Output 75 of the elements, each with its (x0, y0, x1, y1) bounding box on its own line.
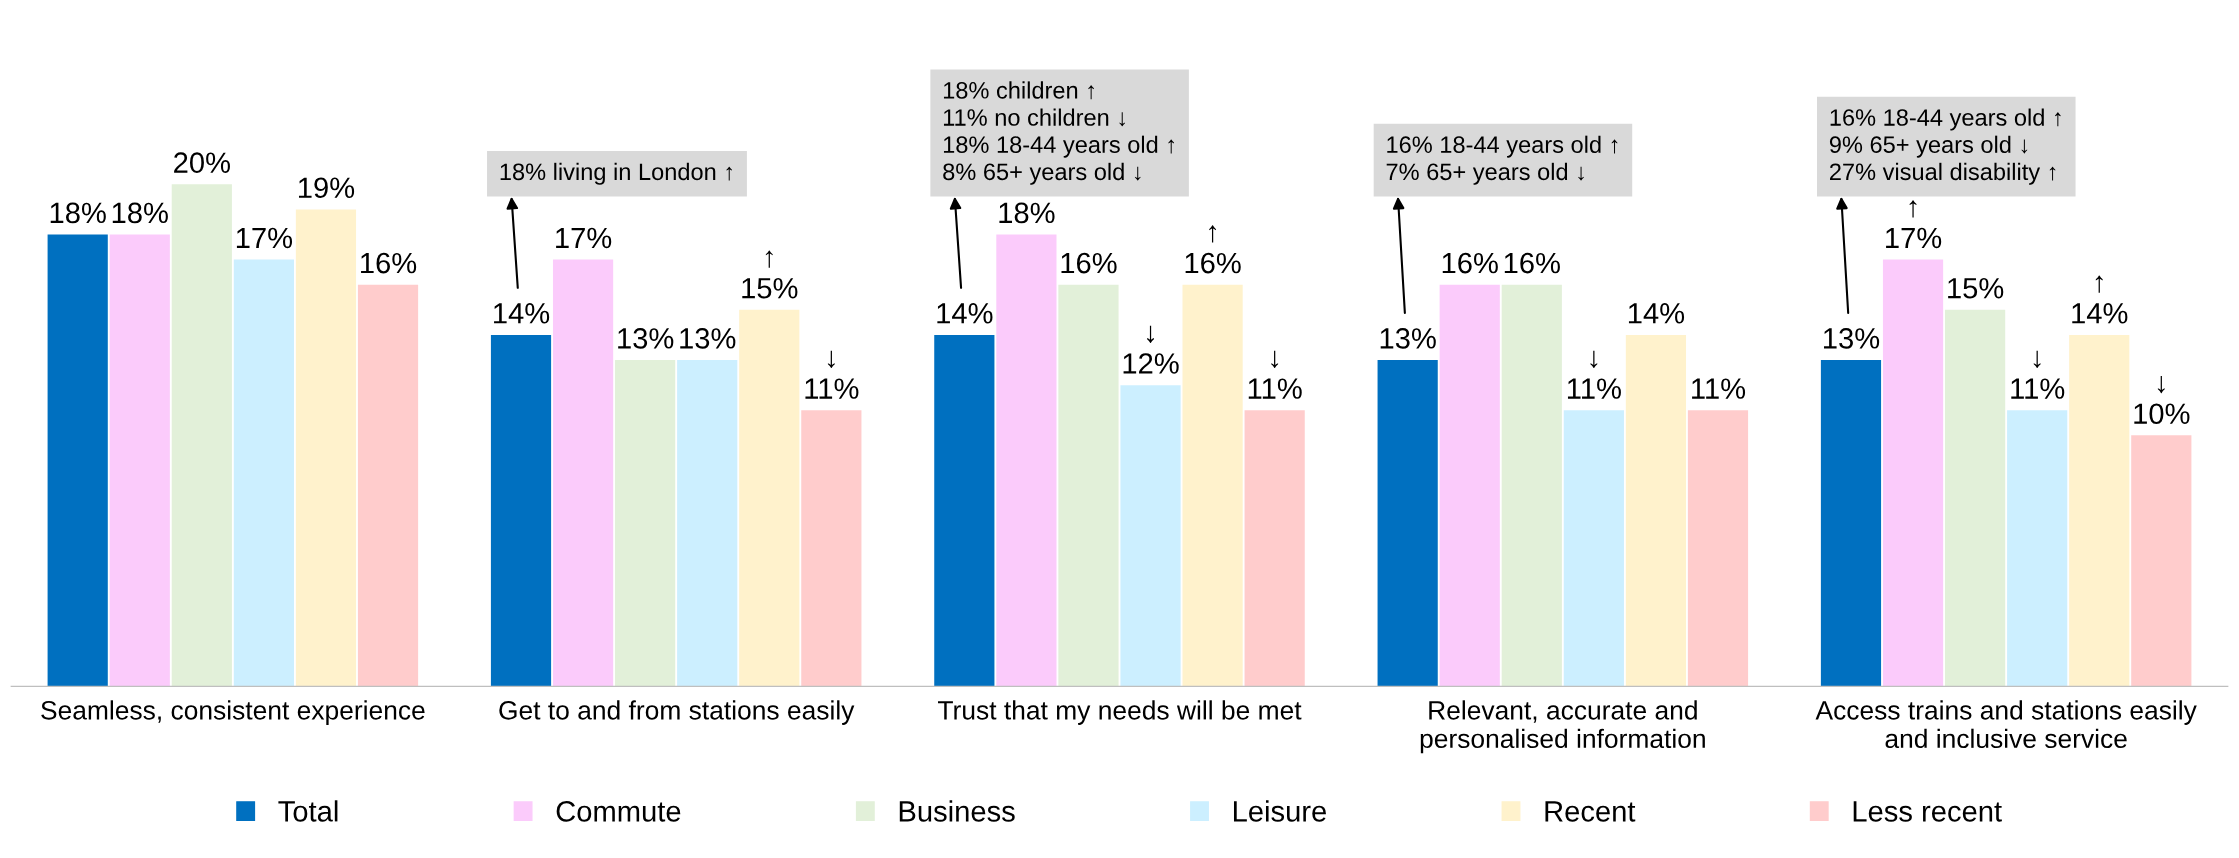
data-label: ↓ 11% (805, 350, 859, 399)
bar (1945, 309, 2006, 687)
bar (996, 234, 1057, 687)
bar (1501, 284, 1562, 687)
bar (1625, 334, 1687, 687)
legend-label: Business (899, 800, 1015, 822)
data-label: ↑ 17% (1886, 200, 1942, 249)
annotation: 16% 18-44 years old ↑ 7% 65+ years old ↓ (1386, 135, 1618, 185)
bar (1377, 360, 1438, 687)
annotation: 16% 18-44 years old ↑ 9% 65+ years old ↓ 27% visual disability ↑ (1829, 108, 2061, 185)
bar (2007, 410, 2068, 687)
data-label: 20% (174, 152, 230, 173)
data-label: ↑ 15% (742, 250, 798, 299)
bar (1439, 284, 1500, 687)
bar (552, 259, 614, 687)
bar (47, 234, 108, 687)
bar (490, 334, 552, 687)
legend-label: Recent (1545, 801, 1636, 822)
bar (109, 234, 170, 687)
data-label: 19% (298, 177, 355, 199)
bar (934, 334, 995, 687)
data-label: 18% (999, 202, 1055, 224)
x-tick-label: Trust that my needs will be met (938, 700, 1302, 725)
bar (233, 259, 294, 687)
annotation: 18% children ↑ 11% no children ↓ 18% 18-44 years old ↑ 8% 65+ years old ↓ (943, 81, 1174, 185)
data-label: 15% (1948, 277, 2004, 299)
x-tick-label: Access trains and stations easily and inclusive service (1815, 700, 2197, 749)
data-label: ↓ 11% (2011, 350, 2065, 399)
data-label: 14% (1628, 303, 1685, 324)
bar (801, 410, 862, 687)
data-label: 13% (1824, 328, 1880, 349)
data-label: 16% (1504, 252, 1560, 274)
data-label: ↓ 12% (1123, 325, 1179, 374)
data-label: 18% (112, 202, 168, 224)
legend-label: Total (278, 800, 338, 822)
bar (2069, 334, 2130, 687)
data-label: 14% (937, 303, 993, 324)
bar (357, 284, 419, 687)
data-label: ↓ 11% (1248, 350, 1302, 399)
bar (2131, 435, 2192, 687)
legend-label: Less recent (1853, 801, 2002, 822)
bar (1120, 385, 1181, 687)
bar (171, 184, 232, 687)
data-label: ↑ 14% (2072, 275, 2128, 324)
data-label: ↓ 10% (2134, 375, 2190, 425)
data-label: 17% (556, 227, 612, 249)
bar (677, 360, 738, 687)
data-label: 18% (50, 202, 106, 224)
bar (1182, 284, 1243, 687)
data-label: ↓ 11% (1567, 350, 1621, 399)
data-label: 13% (680, 328, 736, 349)
data-label: 11% (1692, 378, 1746, 399)
bar (1058, 284, 1119, 687)
bar (1820, 360, 1882, 687)
bar (615, 360, 676, 687)
x-tick-label: Seamless, consistent experience (41, 700, 425, 725)
bar (295, 209, 357, 687)
data-label: 17% (236, 227, 293, 249)
bar (1882, 259, 1944, 687)
data-label: 13% (1380, 328, 1436, 349)
data-label: 16% (361, 252, 417, 274)
bar (1563, 410, 1624, 687)
x-tick-label: Relevant, accurate and personalised information (1420, 700, 1705, 754)
data-label: 14% (494, 303, 550, 324)
legend-label: Commute (556, 801, 681, 822)
legend-label: Leisure (1233, 800, 1326, 822)
bar (1244, 410, 1305, 687)
bar (1687, 410, 1749, 687)
data-label: 13% (618, 328, 674, 349)
bar (739, 309, 800, 687)
data-label: ↑ 16% (1185, 225, 1241, 274)
data-label: 16% (1442, 252, 1498, 274)
annotation: 18% living in London ↑ (500, 162, 732, 185)
data-label: 16% (1061, 252, 1117, 274)
x-tick-label: Get to and from stations easily (499, 700, 855, 725)
